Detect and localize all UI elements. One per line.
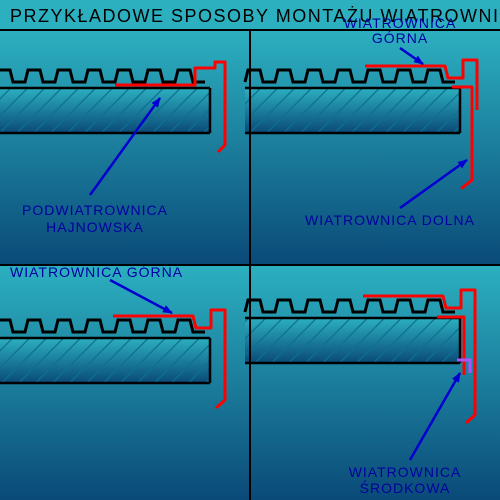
svg-text:PODWIATROWNICA: PODWIATROWNICA	[22, 202, 168, 218]
svg-text:GÓRNA: GÓRNA	[372, 30, 428, 46]
panel-top-left: PODWIATROWNICAHAJNOWSKA	[0, 30, 250, 265]
svg-text:ŚRODKOWA: ŚRODKOWA	[360, 479, 451, 496]
svg-text:WIATROWNICA: WIATROWNICA	[344, 15, 457, 31]
svg-text:WIATROWNICA: WIATROWNICA	[349, 464, 462, 480]
panel-top-right: WIATROWNICAGÓRNA WIATROWNICA DOLNA	[245, 15, 500, 265]
svg-text:WIATROWNICA GÓRNA: WIATROWNICA GÓRNA	[10, 264, 183, 280]
panel-bottom-right: WIATROWNICAŚRODKOWA	[245, 265, 500, 500]
svg-text:WIATROWNICA DOLNA: WIATROWNICA DOLNA	[305, 212, 475, 228]
svg-text:HAJNOWSKA: HAJNOWSKA	[46, 219, 144, 235]
mounting-methods-diagram: PRZYKŁADOWE SPOSOBY MONTAŻU WIATROWNIC P…	[0, 0, 500, 500]
panel-bottom-left: WIATROWNICA GÓRNA	[0, 264, 250, 500]
